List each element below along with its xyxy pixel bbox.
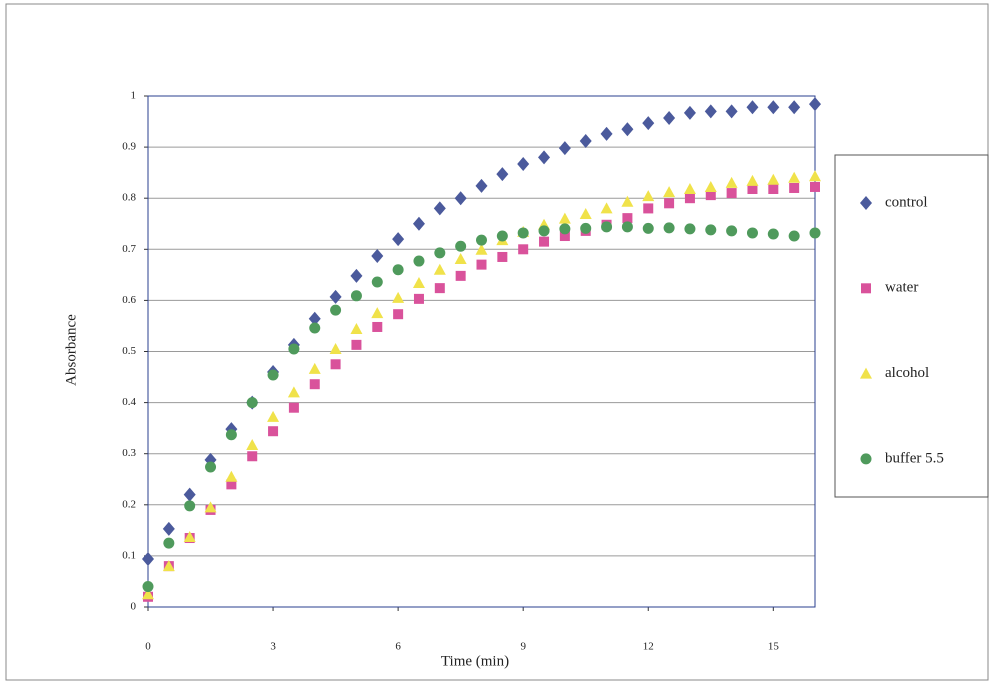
point [789,183,799,193]
y-tick-label: 0.4 [122,396,136,408]
point [726,225,737,236]
point [163,538,174,549]
point [518,244,528,254]
point [477,260,487,270]
y-tick-label: 1 [131,90,137,102]
point [435,283,445,293]
legend-marker [861,283,871,293]
point [372,322,382,332]
y-tick-label: 0.9 [122,141,136,153]
page: Absorbance Time (min) 0 0.1 0.2 0.3 0.4 0.5 0.… [0,0,993,686]
legend-label: control [885,194,928,210]
y-tick-label: 0.3 [122,447,136,459]
x-tick-label: 12 [643,641,654,653]
point [685,193,695,203]
point [518,227,529,238]
point [539,225,550,236]
y-tick-label: 0.2 [122,498,136,510]
point [664,198,674,208]
point [664,222,675,233]
point [268,370,279,381]
point [456,271,466,281]
point [539,237,549,247]
point [559,223,570,234]
point [184,500,195,511]
point [705,224,716,235]
point [330,305,341,316]
point [393,264,404,275]
point [143,581,154,592]
point [747,227,758,238]
y-axis-label: Absorbance [63,314,79,386]
point [413,256,424,267]
point [768,184,778,194]
x-tick-label: 15 [768,641,780,653]
point [331,359,341,369]
point [622,221,633,232]
point [247,397,258,408]
point [497,231,508,242]
point [226,429,237,440]
x-tick-label: 3 [270,641,276,653]
point [414,294,424,304]
point [309,322,320,333]
point [455,241,466,252]
point [768,228,779,239]
point [810,182,820,192]
point [289,403,299,413]
y-tick-label: 0.1 [122,549,136,561]
point [789,231,800,242]
point [580,223,591,234]
y-tick-label: 0.5 [122,345,136,357]
point [434,247,445,258]
point [351,290,362,301]
point [351,340,361,350]
legend-marker [861,453,872,464]
point [268,426,278,436]
point [810,227,821,238]
point [643,203,653,213]
y-tick-label: 0 [131,601,137,613]
y-tick-label: 0.8 [122,192,136,204]
point [727,188,737,198]
point [288,343,299,354]
x-tick-label: 6 [395,641,401,653]
point [476,235,487,246]
legend-label: water [885,280,918,296]
point [372,277,383,288]
point [643,223,654,234]
y-tick-label: 0.7 [122,243,136,255]
point [393,309,403,319]
legend-label: buffer 5.5 [885,450,944,466]
x-tick-label: 0 [145,641,151,653]
point [205,461,216,472]
y-tick-label: 0.6 [122,294,136,306]
chart: Absorbance Time (min) 0 0.1 0.2 0.3 0.4 0.5 0.… [0,0,993,686]
x-tick-label: 9 [520,641,526,653]
point [684,223,695,234]
x-axis-label: Time (min) [441,653,509,669]
point [601,221,612,232]
point [247,451,257,461]
point [310,379,320,389]
point [497,252,507,262]
legend-label: alcohol [885,365,929,381]
